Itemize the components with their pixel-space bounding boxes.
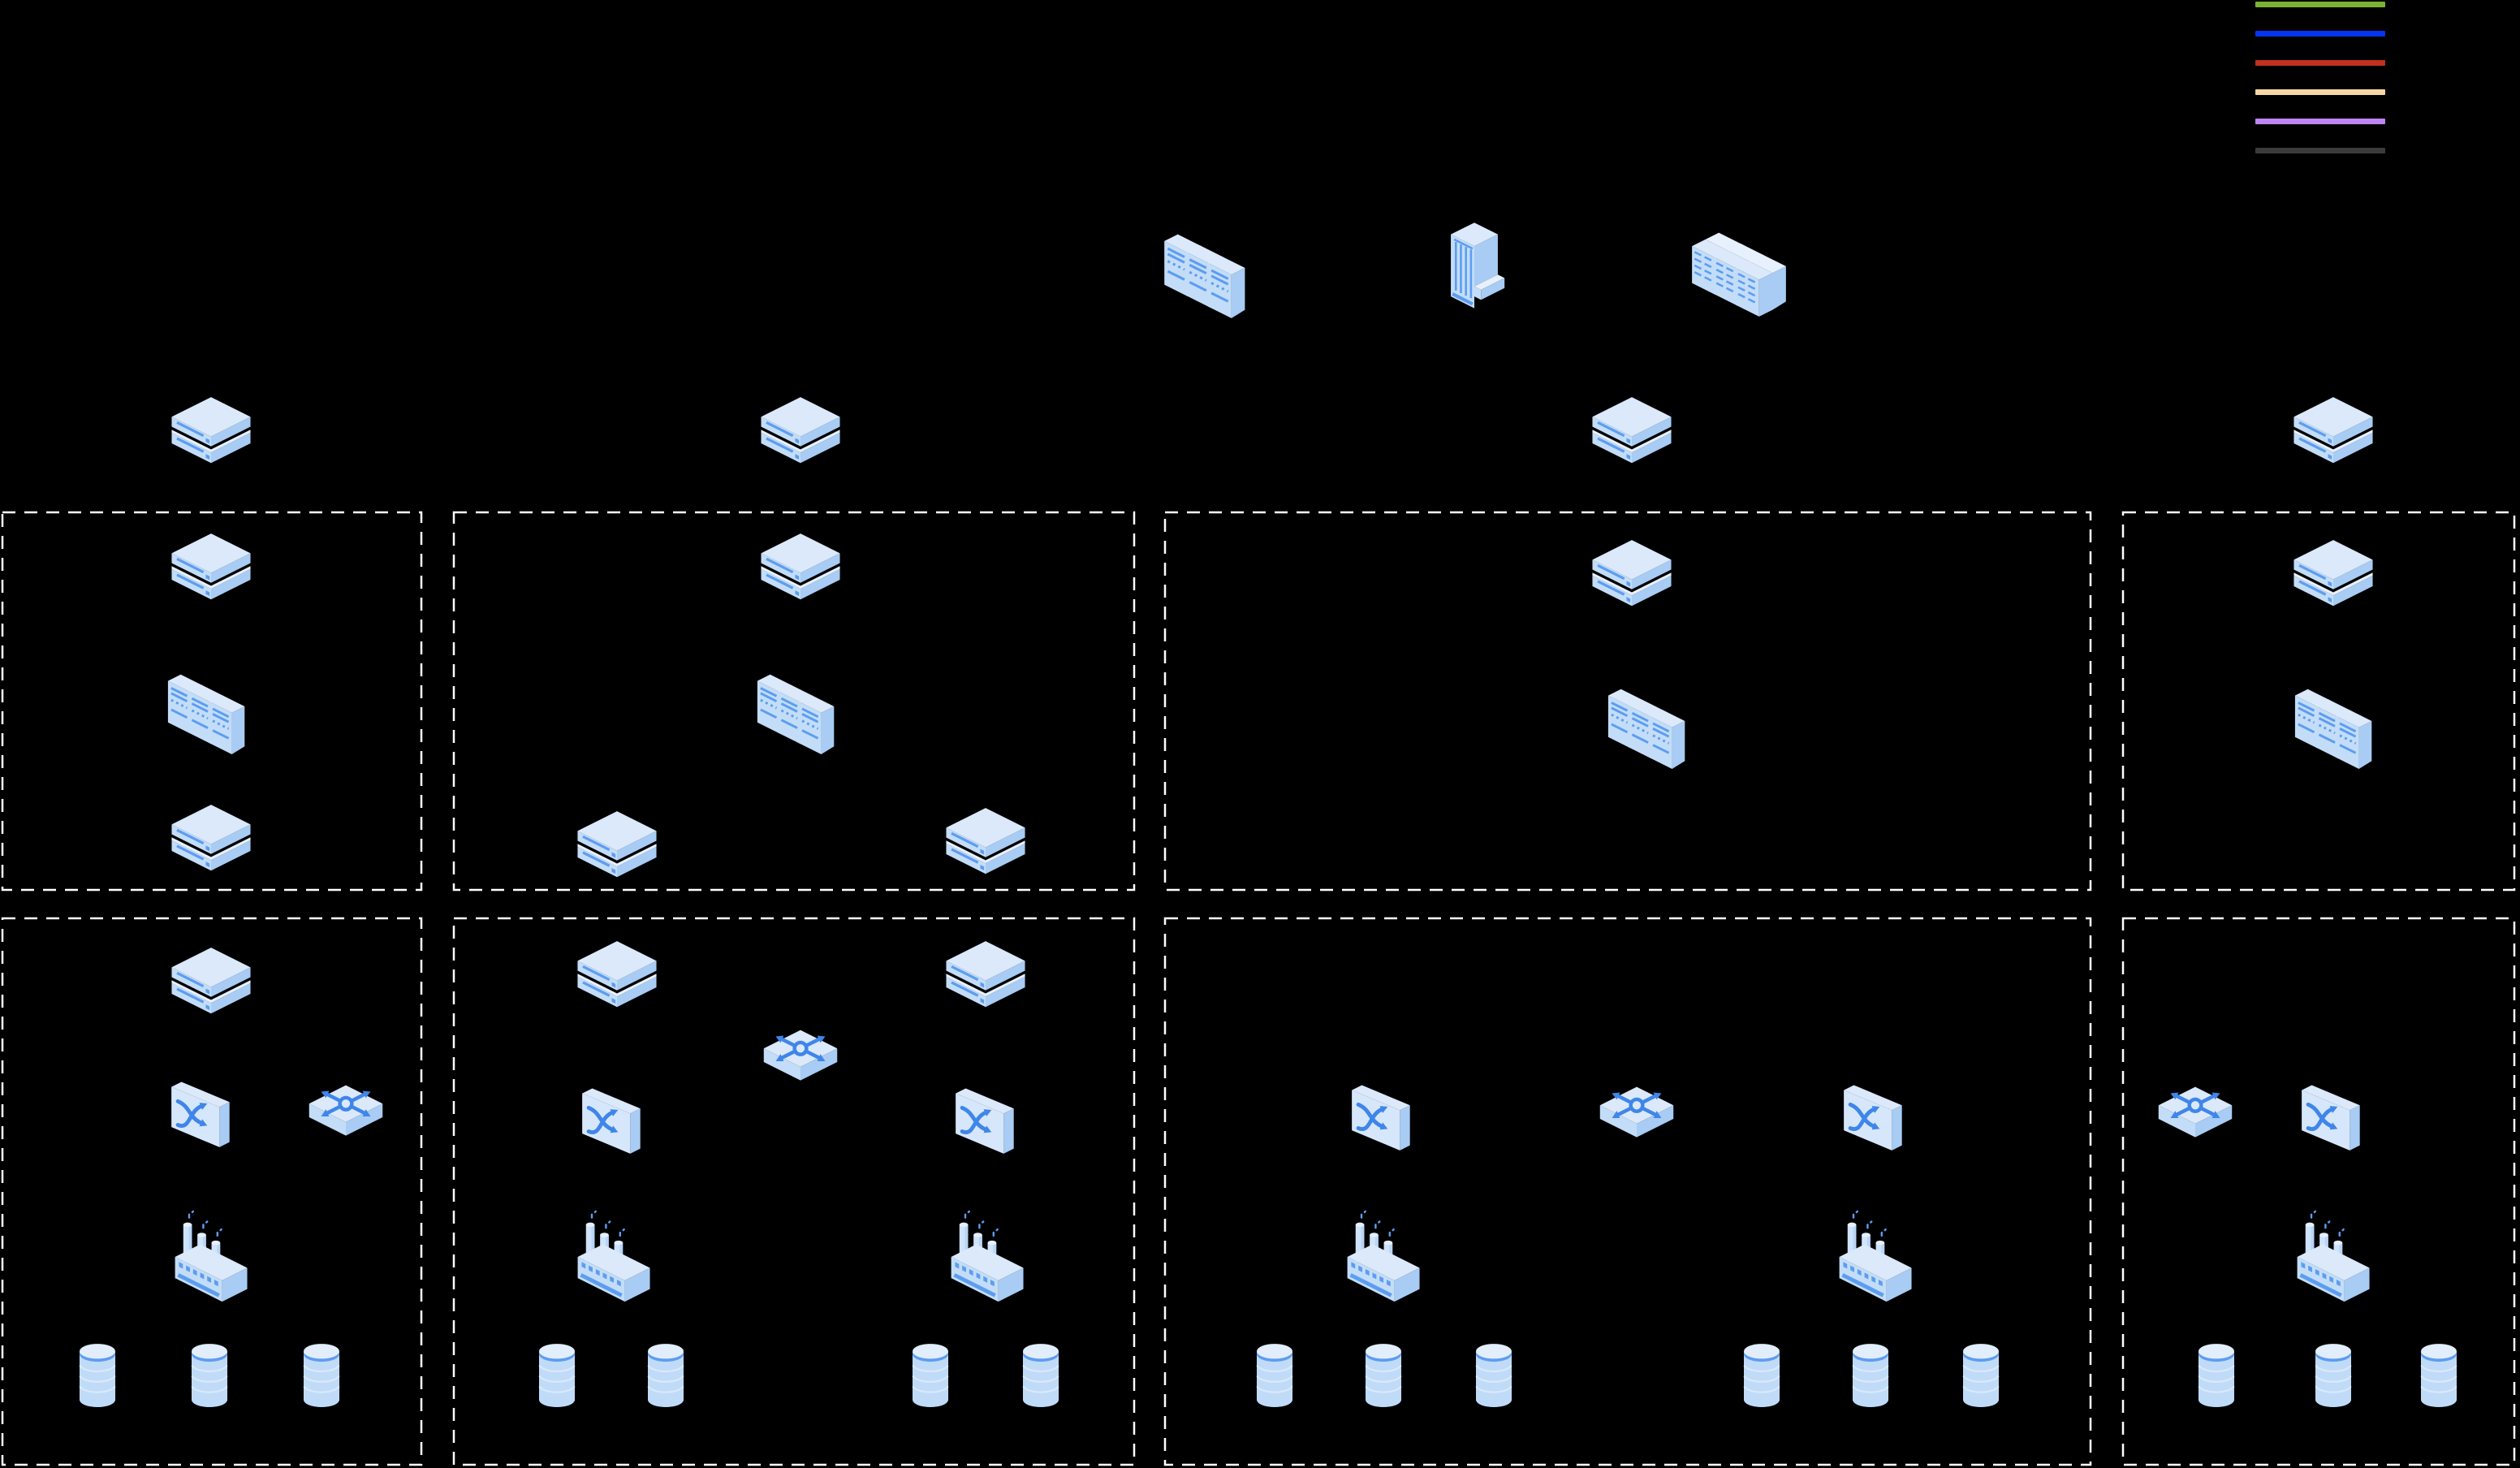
zone-8 [2121, 917, 2516, 1466]
zone-6 [452, 917, 1136, 1466]
legend-series-6 [2255, 148, 2385, 153]
zone-3 [1163, 511, 2092, 892]
legend-series-2 [2255, 31, 2385, 37]
legend-series-4 [2255, 89, 2385, 95]
zone-2 [452, 511, 1136, 892]
zone-5 [1, 917, 423, 1466]
zone-7 [1163, 917, 2092, 1466]
zone-1 [1, 511, 423, 892]
legend-series-1 [2255, 2, 2385, 7]
zone-4 [2121, 511, 2516, 892]
legend-series-5 [2255, 119, 2385, 124]
legend-series-3 [2255, 60, 2385, 66]
